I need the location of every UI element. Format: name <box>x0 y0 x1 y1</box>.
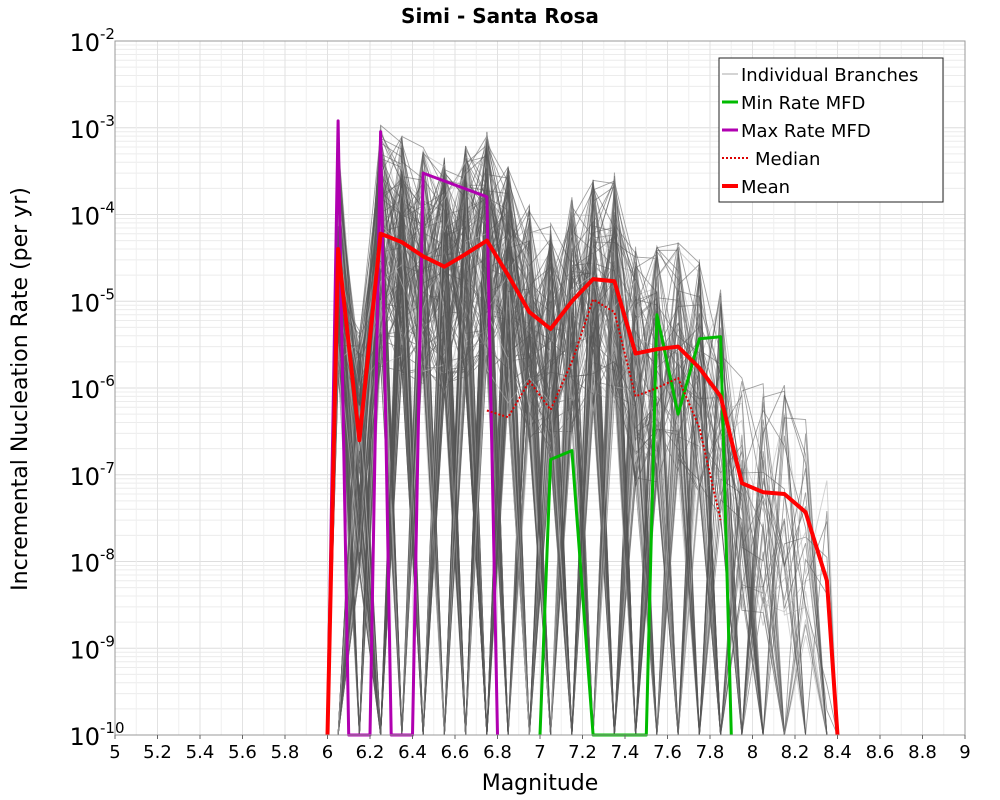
x-tick-label: 7.2 <box>568 742 597 763</box>
x-tick-label: 6.8 <box>483 742 512 763</box>
x-tick-label: 5.6 <box>228 742 257 763</box>
x-tick-label: 7.4 <box>611 742 640 763</box>
legend: Individual Branches Min Rate MFD Max Rat… <box>718 57 944 203</box>
main-series <box>325 119 840 737</box>
y-tick-label: 10 <box>69 550 100 578</box>
x-tick-label: 6.6 <box>441 742 470 763</box>
legend-label-min: Min Rate MFD <box>741 93 865 114</box>
y-tick-exponent: -5 <box>100 285 115 303</box>
y-tick-label: 10 <box>69 289 100 317</box>
y-tick-label: 10 <box>69 636 100 664</box>
y-tick-label: 10 <box>69 463 100 491</box>
x-tick-label: 5.2 <box>143 742 172 763</box>
x-tick-label: 7.8 <box>696 742 725 763</box>
y-tick-exponent: -10 <box>100 719 125 737</box>
y-tick-exponent: -7 <box>100 459 115 477</box>
chart-title: Simi - Santa Rosa <box>401 4 599 28</box>
x-tick-label: 6.2 <box>356 742 385 763</box>
series-max-rate-mfd <box>326 119 499 737</box>
x-tick-label: 8.8 <box>908 742 937 763</box>
x-tick-label: 6.4 <box>398 742 427 763</box>
y-tick-exponent: -9 <box>100 632 115 650</box>
x-tick-label: 5 <box>109 742 120 763</box>
y-tick-exponent: -2 <box>100 25 115 43</box>
x-tick-label: 8.6 <box>866 742 895 763</box>
legend-label-branches: Individual Branches <box>741 65 918 86</box>
y-tick-label: 10 <box>69 203 100 231</box>
y-tick-label: 10 <box>69 29 100 57</box>
legend-label-median: Median <box>755 149 820 170</box>
x-tick-label: 8.2 <box>781 742 810 763</box>
x-tick-label: 5.4 <box>186 742 215 763</box>
y-tick-exponent: -3 <box>100 112 115 130</box>
series-median <box>486 298 722 521</box>
y-tick-exponent: -6 <box>100 372 115 390</box>
x-tick-label: 7 <box>534 742 545 763</box>
legend-label-max: Max Rate MFD <box>741 121 871 142</box>
series-min-rate-mfd <box>538 313 733 737</box>
x-tick-label: 8.4 <box>823 742 852 763</box>
y-tick-label: 10 <box>69 376 100 404</box>
x-axis-ticks: 5 5.2 5.4 5.6 5.8 6 6.2 6.4 6.6 6.8 7 7.2 7.4 7.6 7.8 8… <box>109 735 971 763</box>
x-tick-label: 5.8 <box>271 742 300 763</box>
series-mean <box>325 231 840 736</box>
x-tick-label: 7.6 <box>653 742 682 763</box>
x-tick-label: 6 <box>322 742 333 763</box>
y-tick-exponent: -8 <box>100 546 115 564</box>
y-tick-exponent: -4 <box>100 199 115 217</box>
x-axis-label: Magnitude <box>482 771 599 796</box>
legend-label-mean: Mean <box>741 177 790 198</box>
y-tick-label: 10 <box>69 723 100 751</box>
x-tick-label: 8 <box>747 742 758 763</box>
y-axis-ticks: 10-210-310-410-510-610-710-810-910-10 <box>69 25 124 751</box>
y-tick-label: 10 <box>69 116 100 144</box>
x-tick-label: 9 <box>959 742 970 763</box>
y-axis-label: Incremental Nucleation Rate (per yr) <box>8 187 33 591</box>
legend-box <box>718 57 944 203</box>
branch-line <box>327 166 827 736</box>
